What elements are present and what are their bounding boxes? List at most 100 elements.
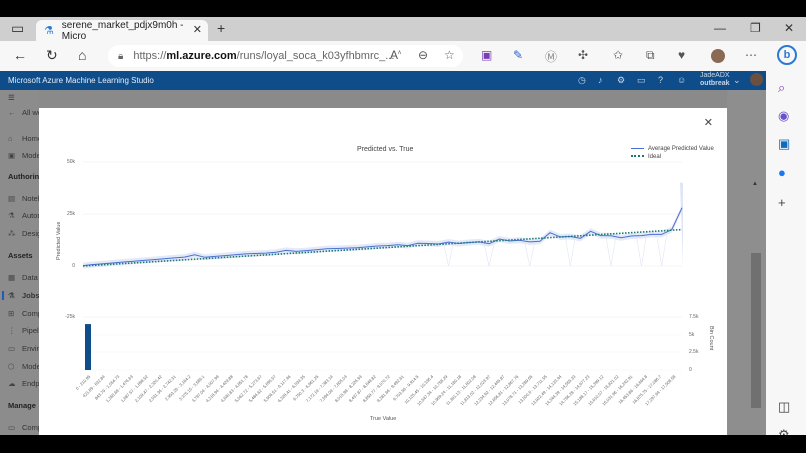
extensions-icon[interactable]: ✣ (578, 48, 589, 62)
bing-icon[interactable]: b (777, 45, 797, 65)
components-icon: ⊞ (8, 309, 15, 318)
legend-item-ideal[interactable]: Ideal (631, 153, 714, 161)
endpoints-icon: ☁ (8, 379, 16, 388)
back-icon[interactable]: ← (13, 47, 27, 63)
chart-title: Predicted vs. True (357, 146, 414, 153)
azure-ml-studio: Microsoft Azure Machine Learning Studio … (0, 71, 766, 435)
section-assets: Assets (8, 251, 33, 260)
dotted-swatch-icon (631, 155, 644, 158)
zoom-out-icon[interactable]: ⊖ (418, 48, 429, 62)
nav-components[interactable]: ⊞ Comp (8, 309, 43, 318)
y-tick: 25k (66, 211, 75, 217)
y2-tick: 2.5k (689, 349, 699, 355)
nav-endpoints[interactable]: ☁ Endpo (8, 379, 44, 388)
scroll-up-icon[interactable]: ▲ (752, 181, 758, 187)
hamburger-icon[interactable]: ☰ (8, 93, 15, 102)
user-account[interactable]: JadeADX outbreak (700, 72, 730, 88)
chevron-down-icon[interactable]: ⌄ (733, 75, 741, 85)
y-tick: -25k (65, 314, 75, 320)
browser-tab[interactable]: ⚗ serene_market_pdjx9m0h - Micro ✕ (36, 20, 208, 42)
nav-pipelines[interactable]: ⋮ Pipeli (8, 326, 41, 335)
nav-automl[interactable]: ⚗ Autor (8, 211, 40, 220)
restore-icon[interactable]: ❐ (750, 21, 761, 35)
user-avatar[interactable] (750, 73, 763, 86)
scrollbar[interactable]: ▲ (751, 181, 761, 411)
nav-data[interactable]: ▦ Data (8, 273, 38, 282)
url-field[interactable]: 🔒︎ https://ml.azure.com/runs/loyal_soca_… (108, 45, 463, 67)
lock-icon[interactable]: 🔒︎ (118, 50, 124, 62)
m-extension-icon[interactable]: Ⓜ (545, 50, 558, 64)
nav-jobs[interactable]: ⚗ Jobs (8, 291, 40, 300)
nav-compute[interactable]: ▭ Compute (8, 423, 53, 432)
gear-icon[interactable]: ⚙ (617, 75, 626, 85)
jobs-icon: ⚗ (8, 291, 15, 300)
active-indicator (2, 291, 4, 300)
pen-icon[interactable]: ✎ (513, 48, 524, 62)
close-window-icon[interactable]: ✕ (784, 21, 795, 35)
app-title: Microsoft Azure Machine Learning Studio (8, 76, 154, 85)
facebook-icon[interactable]: ● (778, 165, 786, 180)
feedback-icon[interactable]: ▭ (637, 75, 646, 85)
copilot-icon[interactable]: ◉ (778, 108, 790, 123)
y2-tick: 7.5k (689, 314, 699, 320)
help-icon[interactable]: ? (658, 75, 664, 85)
history-icon[interactable]: ◷ (578, 75, 586, 85)
tab-actions-icon[interactable]: ▭ (11, 20, 25, 36)
close-icon[interactable]: ✕ (703, 117, 713, 129)
automl-icon: ⚗ (8, 211, 15, 220)
back-to-workspaces[interactable]: ← All wo (8, 108, 43, 117)
models-icon: ⬡ (8, 362, 15, 371)
nav-models[interactable]: ⬡ Mode (8, 362, 41, 371)
app-header: Microsoft Azure Machine Learning Studio … (0, 71, 766, 90)
edge-sidebar: ⌕ ◉ ▣ ● + ◫ ⚙ (766, 71, 806, 442)
nav-designer[interactable]: ⁂ Desig (8, 229, 42, 238)
home-icon[interactable]: ⌂ (78, 47, 87, 63)
environments-icon: ▭ (8, 344, 16, 353)
minimize-icon[interactable]: — (714, 21, 726, 35)
user-org: outbreak (700, 80, 730, 87)
bell-icon[interactable]: ♪ (598, 75, 603, 85)
url-domain: ml.azure.com (166, 50, 237, 62)
nav-home[interactable]: ⌂ Home (8, 134, 43, 143)
close-tab-icon[interactable]: ✕ (192, 24, 202, 36)
smiley-icon[interactable]: ☺ (677, 75, 687, 85)
left-nav: ☰ ← All wo ⌂ Home ▣ Mode Authoring ▤ Noteb ⚗… (0, 90, 108, 435)
add-icon[interactable]: + (778, 195, 786, 210)
section-authoring: Authoring (8, 172, 44, 181)
health-icon[interactable]: ♥ (678, 48, 686, 62)
address-bar-row: ← ↻ ⌂ 🔒︎ https://ml.azure.com/runs/loyal… (0, 41, 806, 71)
nav-model-catalog[interactable]: ▣ Mode (8, 151, 41, 160)
url-path: /runs/loyal_soca_k03yfhbmrc_... (236, 50, 395, 62)
search-icon[interactable]: ⌕ (778, 80, 786, 95)
home-icon: ⌂ (8, 134, 13, 143)
refresh-icon[interactable]: ↻ (46, 47, 58, 63)
y2-tick: 5k (689, 332, 695, 338)
split-screen-icon[interactable]: ◫ (778, 399, 791, 414)
url-prefix: https:// (133, 50, 167, 62)
chart-modal: ✕ Predicted vs. True Average Predicted V… (39, 108, 727, 435)
y2-tick: 0 (689, 367, 692, 373)
x-axis-title: True Value (370, 416, 397, 422)
user-name: JadeADX (700, 72, 730, 79)
scroll-thumb[interactable] (751, 253, 761, 408)
back-arrow-icon: ← (8, 108, 16, 117)
data-icon: ▦ (8, 273, 16, 282)
y-tick: 0 (72, 263, 75, 269)
read-aloud-icon[interactable]: Aʌ (390, 48, 402, 62)
compute-icon: ▭ (8, 423, 16, 432)
collections-icon[interactable]: ⧉ (646, 48, 655, 62)
profile-avatar[interactable] (711, 49, 725, 63)
settings-icon[interactable]: ⚙ (778, 427, 790, 443)
nav-notebooks[interactable]: ▤ Noteb (8, 194, 43, 203)
outlook-icon[interactable]: ▣ (778, 136, 791, 151)
favorite-add-icon[interactable]: ☆ (444, 48, 455, 62)
pipelines-icon: ⋮ (8, 326, 16, 335)
favorites-icon[interactable]: ✩ (613, 48, 624, 62)
more-icon[interactable]: ⋯ (745, 48, 757, 62)
taskbar-edge (0, 435, 806, 453)
onenote-icon[interactable]: ▣ (481, 48, 493, 62)
nav-environments[interactable]: ▭ Envir (8, 344, 40, 353)
new-tab-button[interactable]: + (217, 20, 226, 36)
flask-icon: ⚗ (44, 24, 54, 37)
legend-item-average[interactable]: Average Predicted Value (631, 145, 714, 153)
